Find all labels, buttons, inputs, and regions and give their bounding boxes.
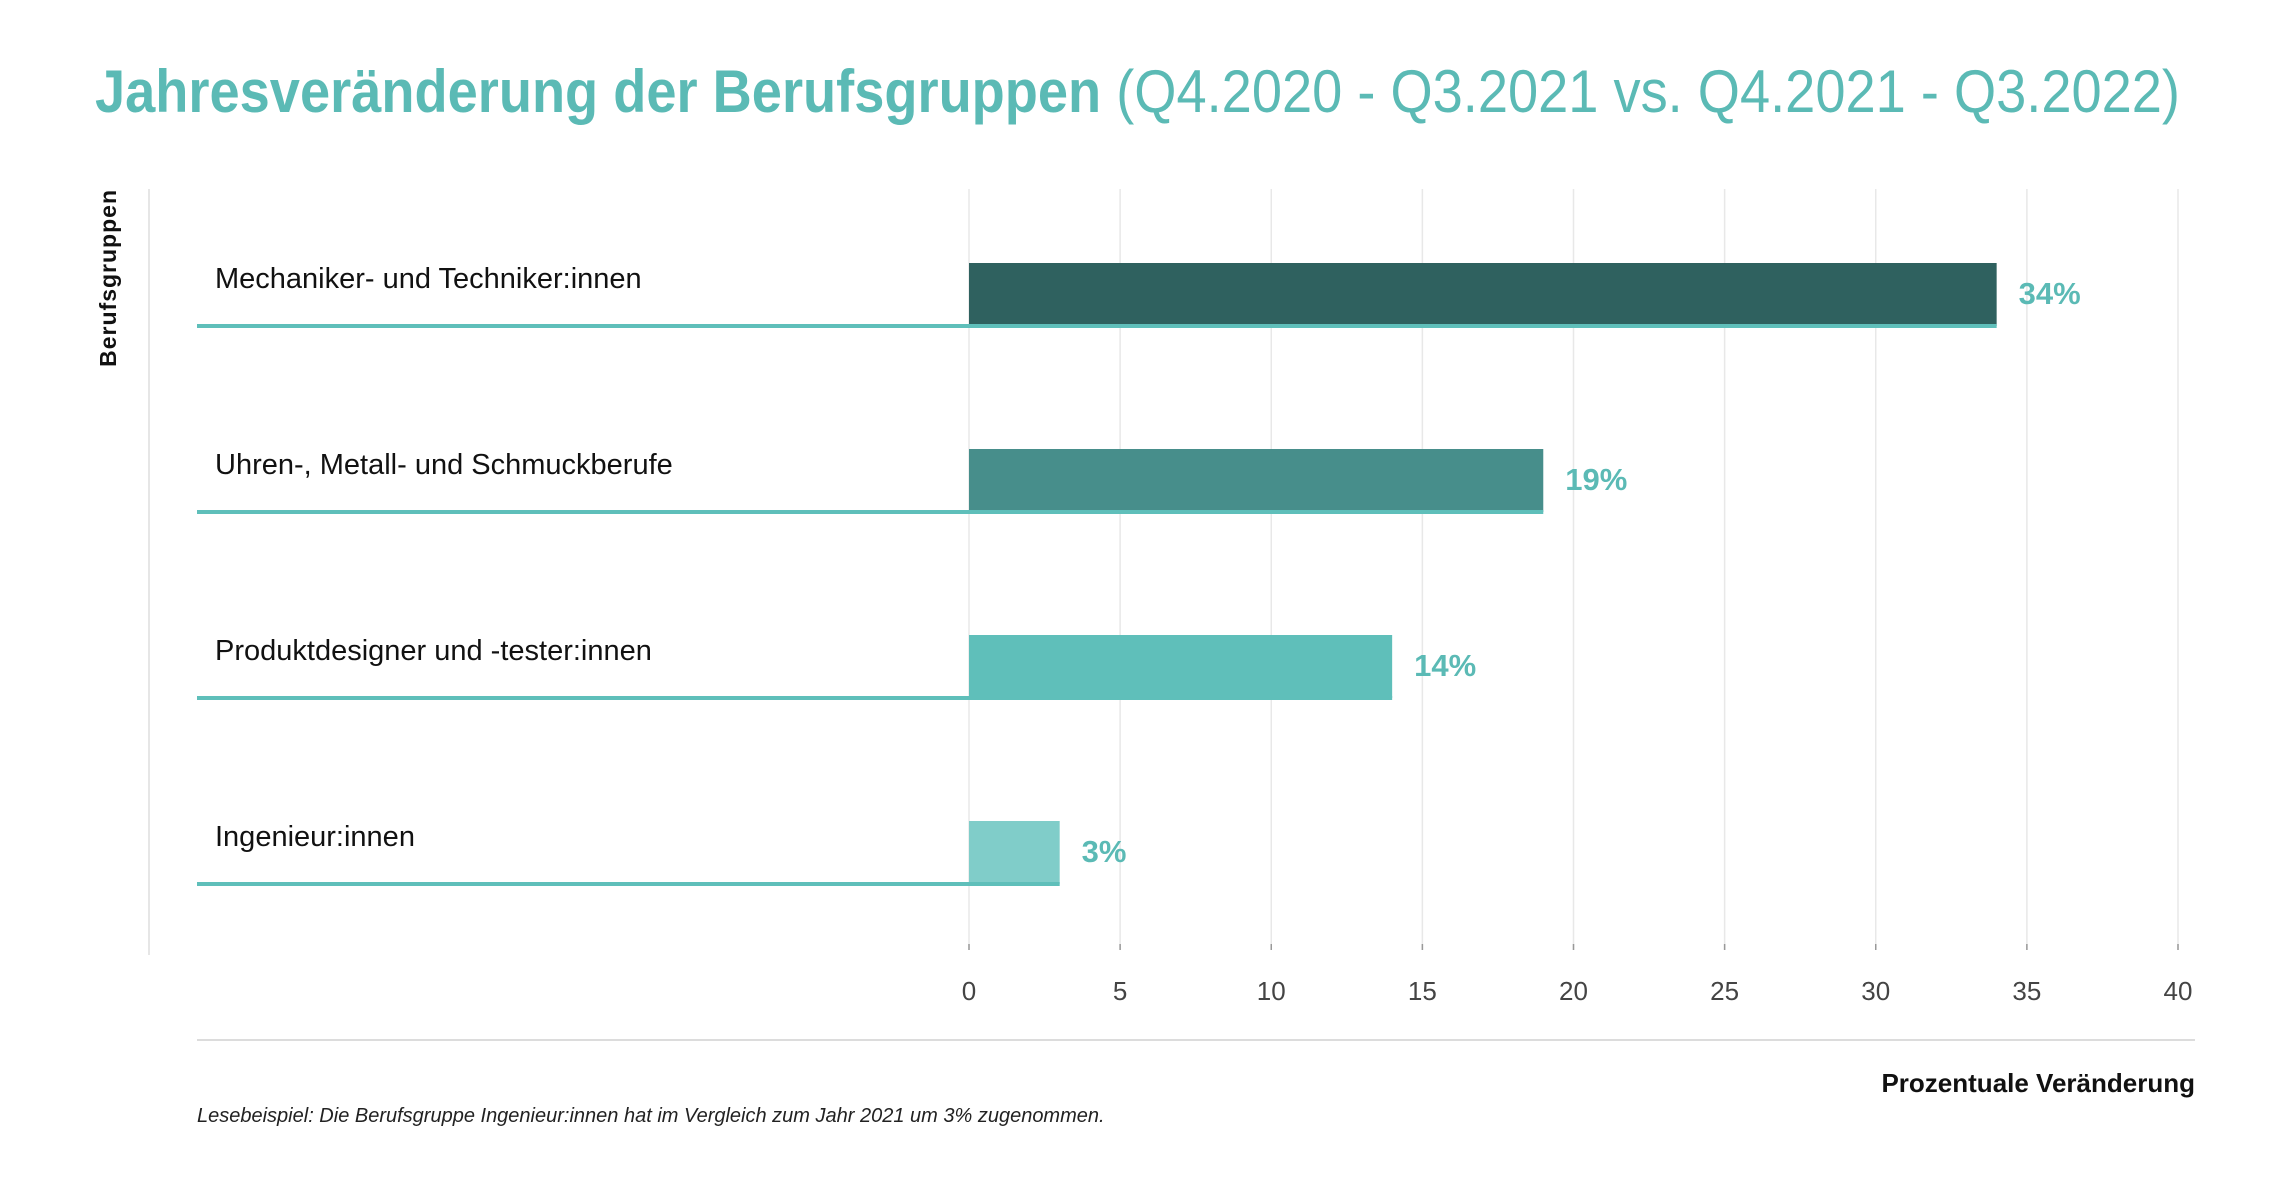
- bar: [969, 263, 1997, 326]
- bar-row: Ingenieur:innen 3%: [197, 821, 1126, 886]
- bar-row: Uhren-, Metall- und Schmuckberufe 19%: [197, 449, 1627, 514]
- bar-baseline: [197, 882, 1060, 886]
- bar-baseline: [197, 696, 1393, 700]
- bar-baseline: [197, 324, 1997, 328]
- title-sub: (Q4.2020 - Q3.2021 vs. Q4.2021 - Q3.2022…: [1116, 58, 2180, 125]
- x-tick-label: 30: [1861, 976, 1890, 1006]
- x-ticks: 0 5 10 15 20 25 30 35 40: [962, 944, 2193, 1006]
- x-tick-label: 35: [2012, 976, 2041, 1006]
- bar: [969, 821, 1060, 884]
- data-label: 34%: [2019, 276, 2081, 311]
- x-tick-label: 5: [1113, 976, 1127, 1006]
- bar-row: Mechaniker- und Techniker:innen 34%: [197, 263, 2081, 328]
- bar-baseline: [197, 510, 1544, 514]
- title-main: Jahresveränderung der Berufsgruppen: [95, 58, 1101, 125]
- category-label: Ingenieur:innen: [215, 821, 415, 853]
- y-axis-label: Berufsgruppen: [95, 189, 121, 367]
- x-tick-label: 15: [1408, 976, 1437, 1006]
- data-label: 14%: [1414, 648, 1476, 683]
- x-tick-label: 40: [2164, 976, 2193, 1006]
- category-label: Uhren-, Metall- und Schmuckberufe: [215, 449, 673, 481]
- x-tick-label: 25: [1710, 976, 1739, 1006]
- category-label: Mechaniker- und Techniker:innen: [215, 263, 642, 295]
- x-tick-label: 20: [1559, 976, 1588, 1006]
- x-axis-label: Prozentuale Veränderung: [1881, 1068, 2195, 1098]
- x-tick-label: 10: [1257, 976, 1286, 1006]
- chart-title: Jahresveränderung der Berufsgruppen (Q4.…: [95, 58, 2180, 125]
- footnote: Lesebeispiel: Die Berufsgruppe Ingenieur…: [197, 1105, 1105, 1127]
- bar-row: Produktdesigner und -tester:innen 14%: [197, 635, 1476, 700]
- category-label: Produktdesigner und -tester:innen: [215, 635, 652, 667]
- bar: [969, 449, 1544, 512]
- bars: Mechaniker- und Techniker:innen 34% Uhren-…: [197, 263, 2081, 886]
- bar: [969, 635, 1393, 698]
- data-label: 3%: [1082, 834, 1127, 869]
- data-label: 19%: [1565, 462, 1627, 497]
- x-tick-label: 0: [962, 976, 976, 1006]
